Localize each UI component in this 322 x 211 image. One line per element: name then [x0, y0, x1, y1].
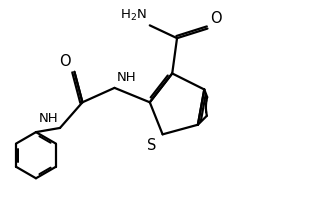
- Text: O: O: [59, 54, 71, 69]
- Text: NH: NH: [117, 71, 137, 84]
- Text: S: S: [147, 138, 157, 153]
- Text: H$_2$N: H$_2$N: [120, 8, 147, 23]
- Text: O: O: [210, 11, 222, 26]
- Text: NH: NH: [39, 112, 58, 125]
